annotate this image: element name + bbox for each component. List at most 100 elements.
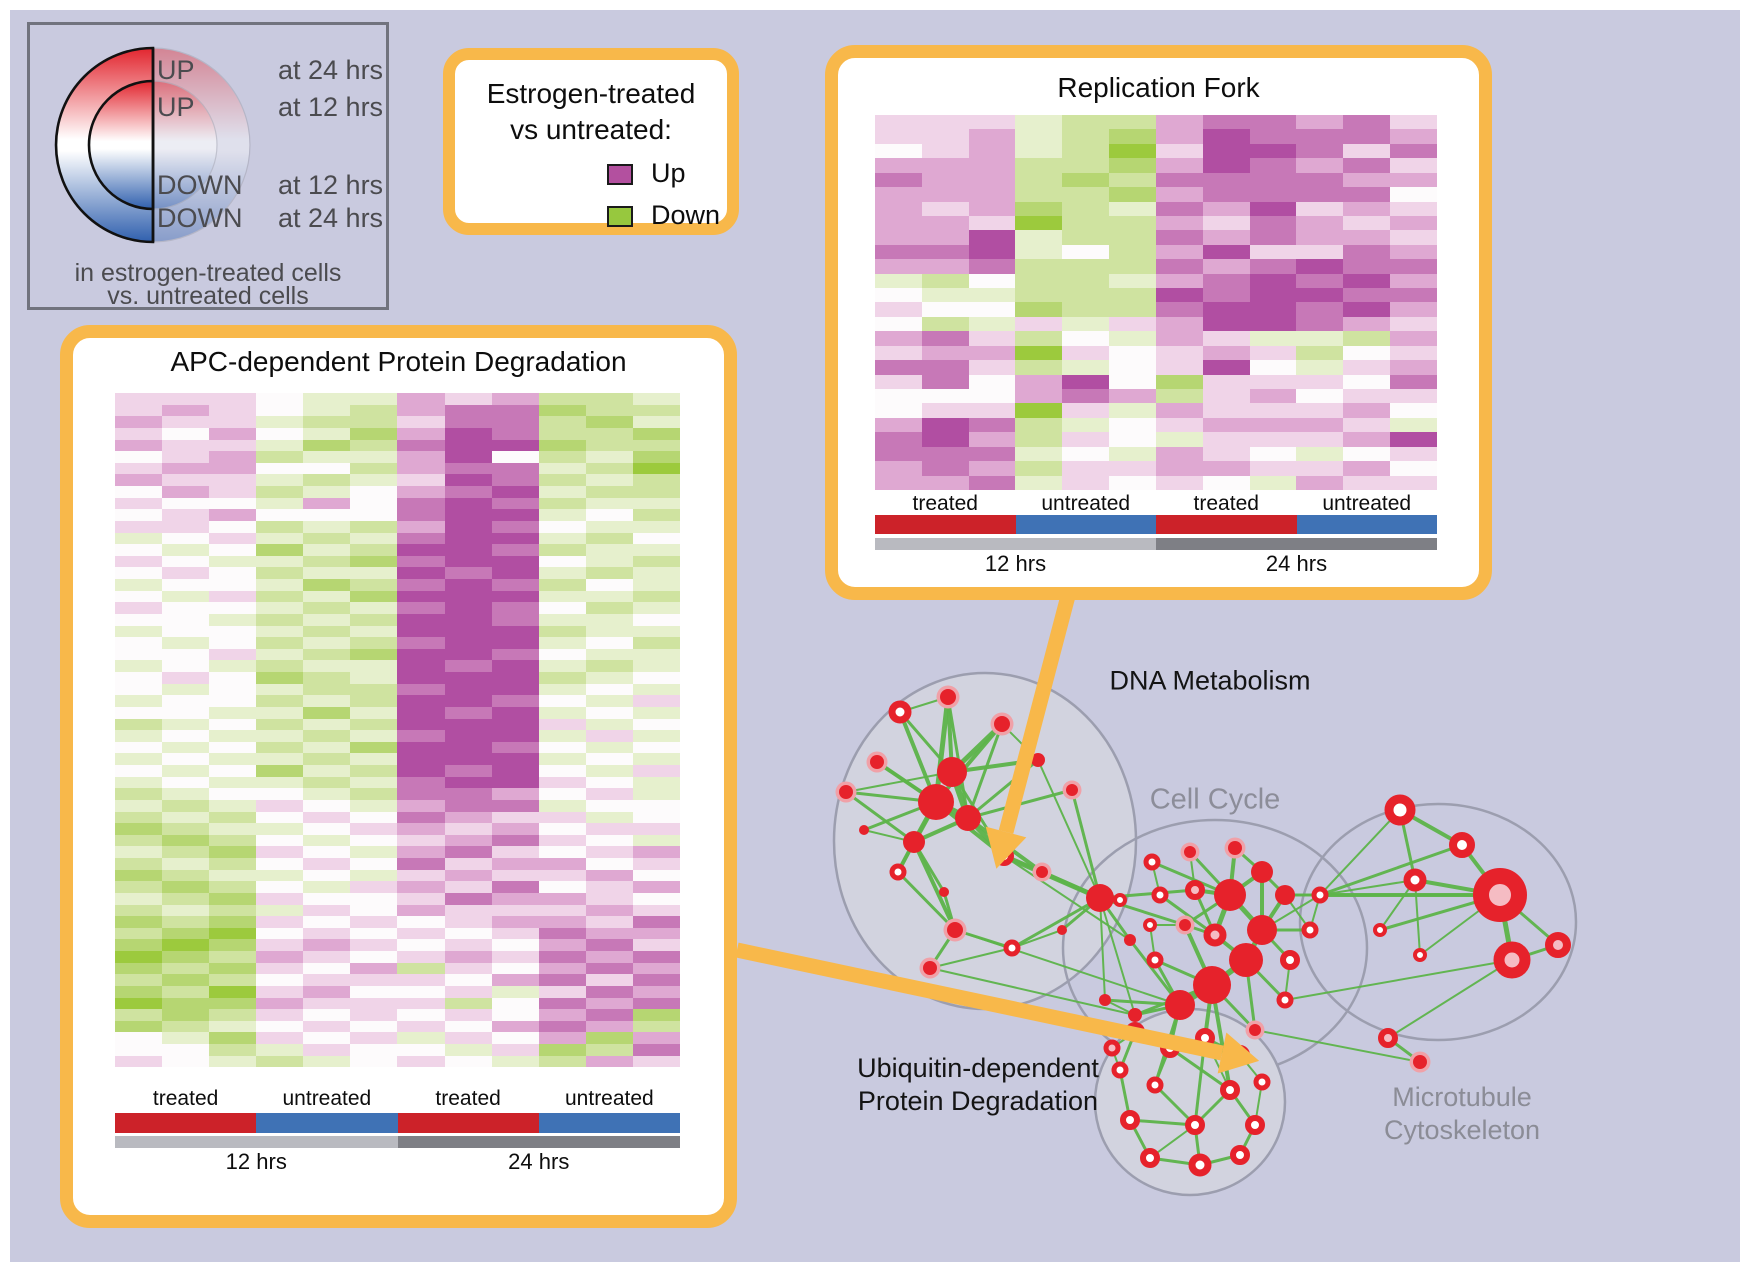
- heatmap-cell: [585, 834, 633, 847]
- heatmap-cell: [538, 451, 586, 463]
- heatmap-cell: [444, 637, 492, 649]
- heatmap-cell: [1296, 461, 1344, 476]
- heatmap-cell: [632, 881, 680, 893]
- heatmap-cell: [397, 393, 445, 405]
- heatmap-cell: [1202, 417, 1250, 433]
- heatmap-cell: [162, 509, 210, 521]
- network-edge: [1244, 958, 1257, 1032]
- heatmap-cell: [397, 602, 445, 614]
- heatmap-cell: [303, 776, 351, 789]
- heatmap-cell: [585, 881, 633, 893]
- heatmap-cell: [632, 555, 680, 568]
- network-edge: [1001, 723, 1039, 761]
- network-edge: [1099, 897, 1121, 901]
- heatmap-cell: [162, 451, 210, 463]
- heatmap-cell: [538, 1009, 586, 1021]
- heatmap-cell: [350, 718, 398, 731]
- heatmap-cell: [632, 765, 680, 777]
- heatmap-cell: [209, 590, 257, 603]
- heatmap-row: [115, 486, 680, 498]
- heatmap-cell: [1202, 143, 1250, 159]
- heatmap-row: [875, 417, 1437, 433]
- heatmap-cell: [1390, 288, 1437, 303]
- heatmap-cell: [875, 446, 922, 462]
- network-node-ring-white: [1146, 951, 1164, 969]
- heatmap-cell: [256, 439, 304, 452]
- heatmap-cell: [303, 962, 351, 975]
- expression-ring-icon: [54, 46, 251, 244]
- heatmap-cell: [209, 416, 257, 428]
- heatmap-cell: [350, 509, 398, 521]
- heatmap-cell: [632, 823, 680, 835]
- heatmap-cell: [256, 486, 304, 498]
- heatmap-cell: [209, 544, 257, 556]
- network-node-solid: [937, 757, 967, 787]
- heatmap-cell: [397, 695, 445, 707]
- heatmap-cell: [115, 811, 163, 824]
- heatmap-cell: [491, 579, 539, 591]
- network-edge: [1284, 959, 1513, 1001]
- heatmap-row: [115, 916, 680, 928]
- heatmap-cell: [538, 858, 586, 870]
- heatmap-cell: [1249, 360, 1297, 375]
- heatmap-row: [115, 927, 680, 940]
- heatmap-cell: [632, 706, 680, 719]
- heatmap-cell: [1015, 302, 1063, 317]
- heatmap-cell: [115, 706, 163, 719]
- heatmap-cell: [585, 823, 633, 835]
- network-node-ring-pink: [1493, 941, 1531, 979]
- network-edge: [1284, 894, 1311, 931]
- heatmap-cell: [1062, 158, 1110, 173]
- network-node-solid: [1031, 753, 1045, 767]
- heatmap-cell: [491, 997, 539, 1010]
- network-node-halo-ring: [936, 685, 960, 709]
- heatmap-cell: [585, 962, 633, 975]
- heatmap-cell: [491, 823, 539, 835]
- heatmap-cell: [162, 439, 210, 452]
- heatmap-cell: [162, 602, 210, 614]
- heatmap-cell: [632, 788, 680, 800]
- heatmap-cell: [444, 520, 492, 533]
- network-edge: [1193, 888, 1217, 937]
- heatmap-cell: [350, 846, 398, 858]
- heatmap-cell: [115, 660, 163, 672]
- heatmap-cell: [1109, 345, 1156, 361]
- network-edge: [1118, 1068, 1132, 1122]
- heatmap-cell: [350, 765, 398, 777]
- heatmap-cell: [1202, 446, 1250, 462]
- heatmap-cell: [1390, 417, 1437, 433]
- network-edge: [1204, 1037, 1231, 1091]
- repfork-condition-bar: [875, 515, 1437, 534]
- heatmap-cell: [968, 187, 1016, 202]
- heatmap-cell: [875, 389, 922, 404]
- network-edge: [1183, 923, 1214, 987]
- network-edge: [899, 696, 949, 713]
- heatmap-cell: [585, 486, 633, 498]
- heatmap-cell: [256, 555, 304, 568]
- heatmap-cell: [875, 129, 922, 144]
- heatmap-cell: [350, 927, 398, 940]
- network-node-halo-core: [870, 755, 884, 769]
- heatmap-cell: [585, 985, 633, 998]
- heatmap-cell: [538, 997, 586, 1010]
- heatmap-cell: [162, 892, 210, 905]
- heatmap-cell: [350, 834, 398, 847]
- network-edge: [898, 710, 954, 774]
- condition-bar-segment: [397, 1113, 539, 1133]
- heatmap-cell: [444, 1032, 492, 1044]
- heatmap-cell: [491, 1020, 539, 1033]
- heatmap-cell: [115, 741, 163, 754]
- heatmap-cell: [256, 1055, 304, 1068]
- network-edge: [863, 829, 915, 843]
- heatmap-cell: [491, 881, 539, 893]
- heatmap-cell: [115, 683, 163, 696]
- network-edge: [1111, 1047, 1121, 1071]
- heatmap-cell: [1062, 461, 1110, 476]
- heatmap-cell: [1155, 288, 1203, 303]
- heatmap-cell: [115, 579, 163, 591]
- heatmap-cell: [350, 1044, 398, 1056]
- heatmap-cell: [921, 115, 969, 130]
- network-edge: [1498, 893, 1560, 947]
- heatmap-cell: [256, 858, 304, 870]
- network-edge: [1460, 843, 1502, 897]
